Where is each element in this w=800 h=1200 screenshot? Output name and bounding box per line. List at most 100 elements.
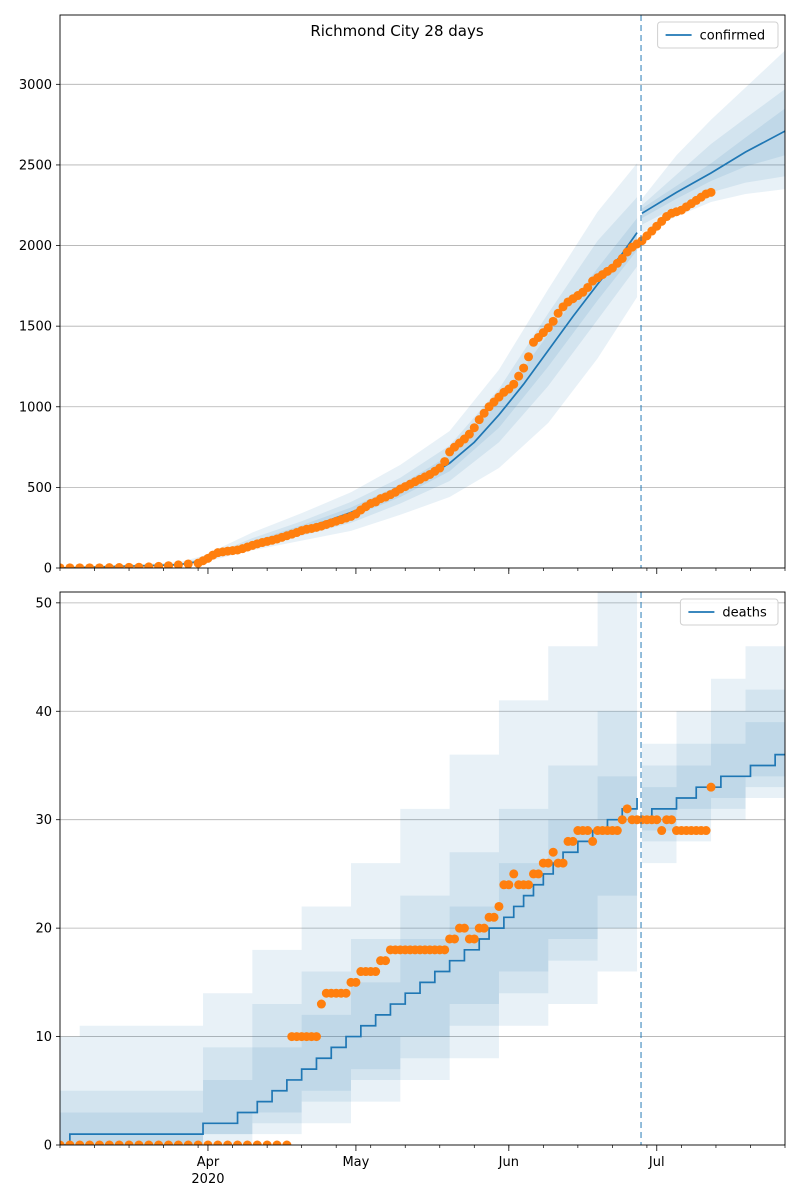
y-tick-label: 1000	[19, 400, 52, 415]
observed-point	[85, 563, 95, 568]
uncertainty-band	[641, 722, 785, 831]
observed-point	[588, 836, 598, 846]
observed-point	[652, 815, 662, 825]
observed-point	[75, 563, 85, 568]
observed-point	[282, 1140, 292, 1145]
observed-point	[65, 1140, 75, 1145]
observed-point	[381, 956, 391, 966]
observed-point	[173, 560, 183, 568]
observed-point	[622, 804, 632, 814]
observed-point	[183, 559, 193, 568]
observed-point	[509, 869, 519, 879]
legend-label: deaths	[722, 606, 767, 621]
observed-point	[558, 858, 568, 868]
observed-point	[701, 826, 711, 836]
observed-point	[124, 1140, 134, 1145]
median-line	[641, 130, 785, 215]
observed-point	[519, 363, 529, 373]
x-tick-label: Jul	[648, 1155, 665, 1170]
observed-point	[60, 563, 65, 568]
observed-point	[568, 836, 578, 846]
uncertainty-band	[641, 646, 785, 864]
y-tick-label: 30	[35, 813, 52, 828]
legend: deaths	[679, 598, 779, 626]
observed-point	[548, 316, 558, 326]
y-tick-label: 2500	[19, 158, 52, 173]
observed-point	[104, 1140, 114, 1145]
uncertainty-band	[60, 218, 638, 568]
y-tick-label: 500	[27, 481, 52, 496]
observed-point	[583, 282, 593, 292]
observed-point	[617, 253, 627, 263]
observed-point	[657, 826, 667, 836]
observed-point	[223, 1140, 233, 1145]
observed-point	[553, 308, 563, 318]
observed-point	[173, 1140, 183, 1145]
observed-point	[459, 923, 469, 933]
observed-point	[494, 901, 504, 911]
observed-point	[154, 561, 164, 568]
panel-confirmed: 0 500 1000 1500 2000 2500 3000 confirmed	[19, 14, 786, 577]
observed-point	[193, 1140, 203, 1145]
y-tick-label: 0	[44, 1139, 52, 1154]
x-tick-sublabel: 2020	[191, 1172, 224, 1187]
observed-point	[440, 945, 450, 955]
observed-point	[533, 869, 543, 879]
observed-point	[469, 934, 479, 944]
observed-point	[144, 562, 154, 568]
y-tick-label: 40	[35, 705, 52, 720]
observed-point	[351, 977, 361, 987]
y-tick-label: 0	[44, 562, 52, 577]
observed-point	[183, 1140, 193, 1145]
observed-point	[371, 967, 381, 977]
legend-box	[657, 21, 779, 49]
observed-point	[272, 1140, 282, 1145]
uncertainty-band	[60, 163, 638, 568]
observed-point	[134, 1140, 144, 1145]
observed-point	[262, 1140, 272, 1145]
observed-point	[114, 563, 124, 568]
y-tick-label: 10	[35, 1030, 52, 1045]
figure-title: Richmond City 28 days	[310, 22, 484, 40]
observed-point	[114, 1140, 124, 1145]
plot-area	[60, 592, 785, 1145]
observed-point	[60, 1140, 65, 1145]
observed-point	[489, 912, 499, 922]
observed-point	[479, 408, 489, 418]
observed-point	[509, 379, 519, 389]
observed-point	[252, 1140, 262, 1145]
observed-point	[233, 1140, 243, 1145]
y-tick-label: 1500	[19, 320, 52, 335]
observed-point	[104, 563, 114, 568]
observed-point	[65, 563, 75, 568]
observed-point	[75, 1140, 85, 1145]
observed-point	[617, 815, 627, 825]
y-tick-label: 50	[35, 596, 52, 611]
legend-box	[679, 598, 779, 626]
observed-point	[667, 815, 677, 825]
observed-point	[213, 1140, 223, 1145]
observed-point	[543, 858, 553, 868]
observed-point	[440, 457, 450, 467]
observed-point	[514, 371, 524, 381]
uncertainty-band	[60, 776, 638, 1145]
axes-frame	[59, 591, 786, 1146]
observed-point	[311, 1032, 321, 1042]
observed-point	[341, 988, 351, 998]
observed-point	[316, 999, 326, 1009]
observed-point	[450, 934, 460, 944]
plot-area	[60, 50, 785, 568]
panel-deaths: 0 10 20 30 40 50 Apr 2020 May Jun Jul deaths	[35, 591, 786, 1187]
observed-point	[134, 562, 144, 568]
y-tick-label: 20	[35, 922, 52, 937]
axes-frame	[59, 14, 786, 569]
observed-point	[85, 1140, 95, 1145]
legend-label: confirmed	[700, 29, 766, 44]
observed-point	[504, 880, 514, 890]
observed-point	[524, 880, 534, 890]
uncertainty-band	[60, 197, 638, 568]
legend: confirmed	[657, 21, 779, 49]
observed-point	[612, 826, 622, 836]
observed-point	[164, 1140, 174, 1145]
